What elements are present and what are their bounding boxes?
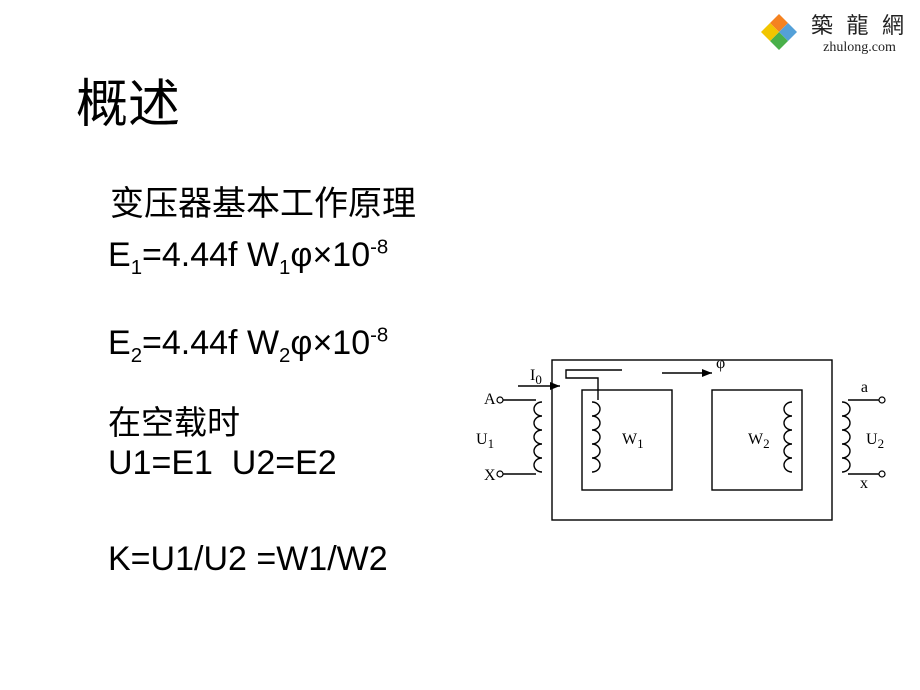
site-logo: 築 龍 網 zhulong.com xyxy=(755,8,908,56)
label-x: x xyxy=(860,475,868,492)
logo-diamond-icon xyxy=(755,8,803,56)
label-A: A xyxy=(484,391,496,408)
terminal-x xyxy=(879,471,885,477)
label-a: a xyxy=(861,379,868,396)
slide-subtitle: 变压器基本工作原理 xyxy=(110,176,416,225)
flux-arrow-icon xyxy=(702,369,712,377)
logo-chinese: 築 龍 網 xyxy=(811,8,908,40)
formula-e1: E1=4.44f W1φ×10-8 xyxy=(108,236,388,280)
label-U2: U2 xyxy=(866,431,884,451)
label-W2: W2 xyxy=(748,431,770,451)
transformer-diagram: A X a x I0 U1 U2 W1 W2 φ xyxy=(472,340,892,560)
eq-k: K=U1/U2 =W1/W2 xyxy=(108,540,388,579)
label-X: X xyxy=(484,467,496,484)
slide-page: 築 龍 網 zhulong.com 概述 变压器基本工作原理 E1=4.44f … xyxy=(0,0,920,690)
f2-mid2: φ×10 xyxy=(290,324,370,362)
eq-u: U1=E1 U2=E2 xyxy=(108,444,337,483)
f1-mid2: φ×10 xyxy=(290,236,370,274)
label-W1: W1 xyxy=(622,431,644,451)
f1-E: E xyxy=(108,236,131,274)
f1-mid1: =4.44f W xyxy=(142,236,279,274)
i0-arrow-icon xyxy=(550,382,560,390)
formula-e2: E2=4.44f W2φ×10-8 xyxy=(108,324,388,368)
f2-sub2: 2 xyxy=(279,345,290,367)
core-outer xyxy=(552,360,832,520)
slide-title: 概述 xyxy=(76,62,180,137)
label-phi: φ xyxy=(716,355,725,372)
terminal-a xyxy=(879,397,885,403)
terminal-X xyxy=(497,471,503,477)
label-U1: U1 xyxy=(476,431,494,451)
terminal-A xyxy=(497,397,503,403)
f1-sub1: 1 xyxy=(131,257,142,279)
f1-exp: -8 xyxy=(370,237,388,259)
label-I0: I0 xyxy=(530,367,542,387)
f2-E: E xyxy=(108,324,131,362)
f2-sub1: 2 xyxy=(131,345,142,367)
no-load-label: 在空载时 xyxy=(108,396,240,444)
f2-exp: -8 xyxy=(370,325,388,347)
logo-domain: zhulong.com xyxy=(823,40,896,56)
f2-mid1: =4.44f W xyxy=(142,324,279,362)
f1-sub2: 1 xyxy=(279,257,290,279)
